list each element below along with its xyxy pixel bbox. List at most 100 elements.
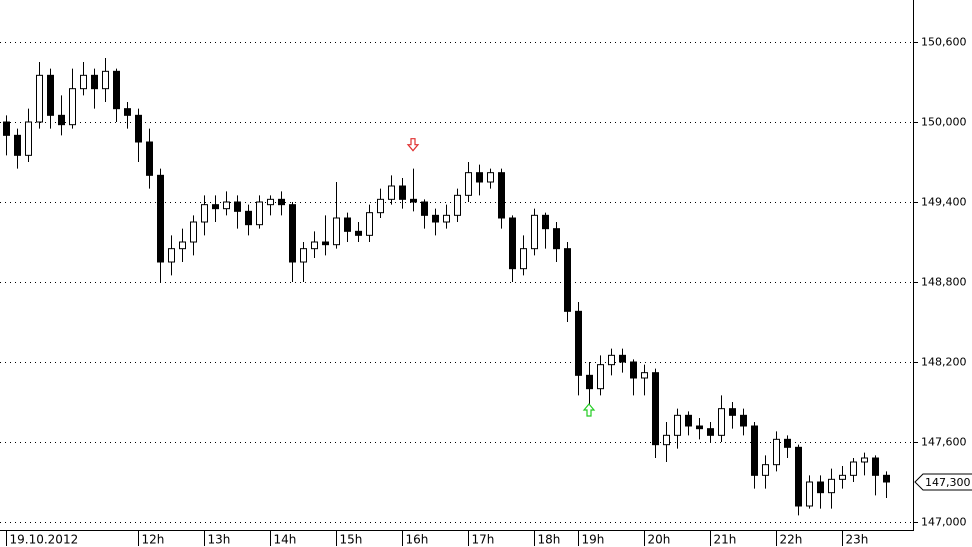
candle-body bbox=[135, 114, 142, 143]
candle-body bbox=[421, 201, 428, 216]
candle-body bbox=[663, 434, 670, 446]
candle-body bbox=[124, 108, 131, 116]
y-tick-label: 148,200 bbox=[921, 356, 967, 369]
candle-body bbox=[850, 461, 857, 476]
candle-body bbox=[102, 70, 109, 90]
candle-body bbox=[839, 474, 846, 480]
signal-arrow bbox=[582, 403, 596, 417]
candle-body bbox=[531, 214, 538, 250]
candle-body bbox=[47, 74, 54, 116]
candle-body bbox=[355, 230, 362, 236]
x-tick-label: 23h bbox=[846, 533, 869, 547]
candle-body bbox=[300, 248, 307, 263]
candle-body bbox=[278, 198, 285, 206]
candle-body bbox=[366, 212, 373, 236]
candle-body bbox=[333, 217, 340, 246]
x-tick-label: 19h bbox=[582, 533, 605, 547]
y-tick-label: 147,000 bbox=[921, 516, 967, 529]
candle-body bbox=[465, 172, 472, 196]
candle-body bbox=[36, 74, 43, 123]
candle-body bbox=[685, 414, 692, 427]
candle-body bbox=[872, 457, 879, 476]
candle-body bbox=[608, 354, 615, 366]
candle-body bbox=[443, 214, 450, 223]
candle-body bbox=[586, 374, 593, 390]
candle-body bbox=[399, 185, 406, 200]
candle-body bbox=[3, 121, 10, 136]
candle-body bbox=[388, 185, 395, 200]
candle-body bbox=[190, 221, 197, 243]
candle-body bbox=[553, 228, 560, 250]
x-tick-label: 17h bbox=[472, 533, 495, 547]
candle-body bbox=[168, 248, 175, 263]
candle-body bbox=[498, 172, 505, 219]
x-tick-label: 19.10.2012 bbox=[10, 533, 79, 547]
signal-arrow bbox=[406, 138, 420, 152]
x-tick-label: 16h bbox=[406, 533, 429, 547]
x-tick-label: 20h bbox=[648, 533, 671, 547]
candle-body bbox=[641, 372, 648, 379]
candle-body bbox=[377, 198, 384, 214]
candle-body bbox=[542, 214, 549, 230]
candle-body bbox=[476, 172, 483, 183]
candle-body bbox=[80, 74, 87, 90]
x-tick-label: 21h bbox=[714, 533, 737, 547]
candle-body bbox=[25, 121, 32, 156]
last-price-box bbox=[914, 473, 972, 491]
candle-body bbox=[828, 478, 835, 494]
candle-body bbox=[795, 446, 802, 507]
candle-body bbox=[179, 241, 186, 250]
candle-body bbox=[762, 464, 769, 476]
candle-body bbox=[14, 134, 21, 156]
candle-body bbox=[520, 248, 527, 270]
candle-body bbox=[564, 248, 571, 312]
candle-body bbox=[113, 70, 120, 110]
x-tick-label: 22h bbox=[780, 533, 803, 547]
x-tick-label: 15h bbox=[340, 533, 363, 547]
candle-body bbox=[267, 198, 274, 206]
candle-body bbox=[817, 481, 824, 494]
candle-body bbox=[256, 201, 263, 226]
candle-body bbox=[575, 310, 582, 376]
candle-body bbox=[311, 241, 318, 250]
candle-body bbox=[509, 217, 516, 270]
x-tick-label: 12h bbox=[142, 533, 165, 547]
candle-body bbox=[652, 372, 659, 446]
candle-body bbox=[773, 438, 780, 466]
candle-body bbox=[212, 204, 219, 210]
candle-body bbox=[806, 481, 813, 507]
y-tick-label: 148,800 bbox=[921, 276, 967, 289]
candle-body bbox=[245, 210, 252, 226]
x-tick-label: 13h bbox=[208, 533, 231, 547]
candle-body bbox=[696, 425, 703, 430]
candle-body bbox=[69, 88, 76, 126]
candle-body bbox=[289, 204, 296, 263]
candle-body bbox=[157, 174, 164, 263]
x-tick-label: 14h bbox=[274, 533, 297, 547]
candle-body bbox=[718, 408, 725, 436]
candle-body bbox=[146, 141, 153, 176]
y-tick-label: 149,400 bbox=[921, 196, 967, 209]
candle-body bbox=[410, 198, 417, 203]
x-tick-label: 18h bbox=[538, 533, 561, 547]
candle-body bbox=[784, 438, 791, 448]
candle-body bbox=[201, 204, 208, 223]
candle-body bbox=[751, 425, 758, 476]
candle-body bbox=[707, 428, 714, 436]
last-price-label: 147,300 bbox=[925, 476, 971, 489]
candle-body bbox=[487, 172, 494, 183]
candle-body bbox=[223, 201, 230, 210]
y-tick-label: 147,600 bbox=[921, 436, 967, 449]
candle-body bbox=[597, 364, 604, 390]
candle-body bbox=[883, 474, 890, 483]
candle-body bbox=[729, 408, 736, 416]
candle-body bbox=[322, 241, 329, 246]
candle-body bbox=[432, 214, 439, 223]
candle-body bbox=[58, 114, 65, 126]
y-tick-label: 150,000 bbox=[921, 116, 967, 129]
candle-body bbox=[674, 414, 681, 436]
candle-body bbox=[630, 361, 637, 379]
y-tick-label: 150,600 bbox=[921, 36, 967, 49]
